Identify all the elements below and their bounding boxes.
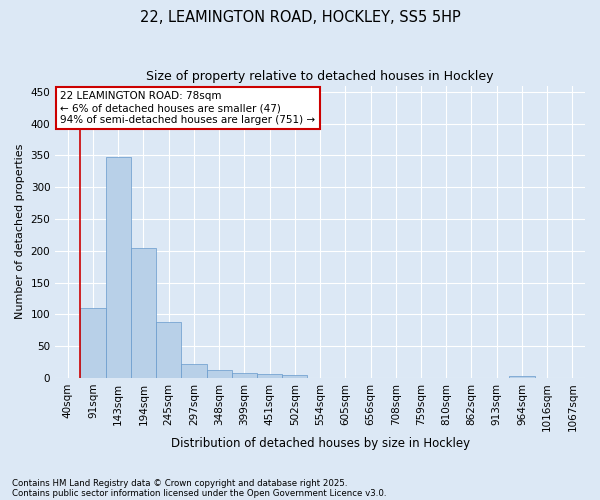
Y-axis label: Number of detached properties: Number of detached properties — [15, 144, 25, 320]
Text: Contains HM Land Registry data © Crown copyright and database right 2025.: Contains HM Land Registry data © Crown c… — [12, 478, 347, 488]
X-axis label: Distribution of detached houses by size in Hockley: Distribution of detached houses by size … — [170, 437, 470, 450]
Bar — [232, 373, 257, 378]
Bar — [106, 156, 131, 378]
Bar — [509, 376, 535, 378]
Text: 22, LEAMINGTON ROAD, HOCKLEY, SS5 5HP: 22, LEAMINGTON ROAD, HOCKLEY, SS5 5HP — [140, 10, 460, 25]
Bar — [257, 374, 282, 378]
Title: Size of property relative to detached houses in Hockley: Size of property relative to detached ho… — [146, 70, 494, 83]
Bar — [206, 370, 232, 378]
Text: 22 LEAMINGTON ROAD: 78sqm
← 6% of detached houses are smaller (47)
94% of semi-d: 22 LEAMINGTON ROAD: 78sqm ← 6% of detach… — [61, 92, 316, 124]
Bar — [156, 322, 181, 378]
Bar — [131, 248, 156, 378]
Bar — [181, 364, 206, 378]
Text: Contains public sector information licensed under the Open Government Licence v3: Contains public sector information licen… — [12, 488, 386, 498]
Bar — [282, 376, 307, 378]
Bar — [80, 308, 106, 378]
